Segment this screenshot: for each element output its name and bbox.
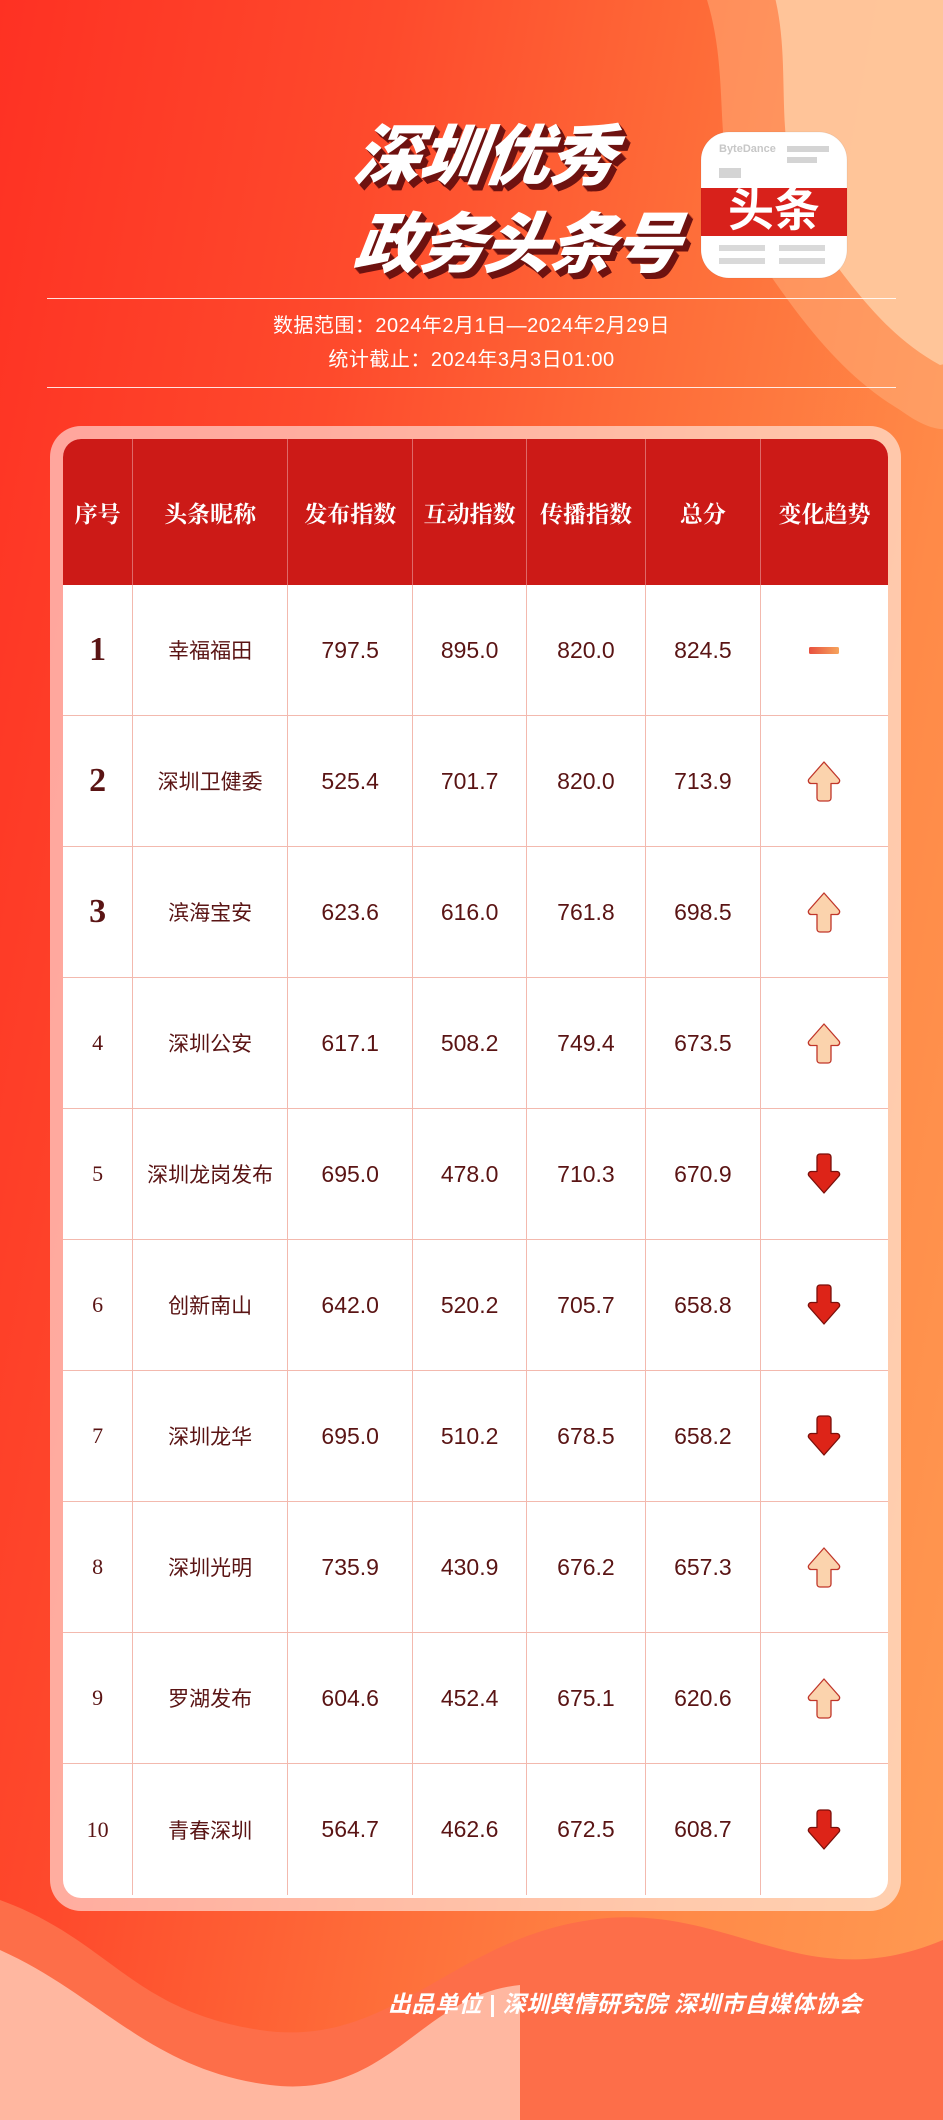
svg-text:ByteDance: ByteDance bbox=[719, 143, 776, 155]
svg-text:头条: 头条 bbox=[728, 174, 820, 240]
